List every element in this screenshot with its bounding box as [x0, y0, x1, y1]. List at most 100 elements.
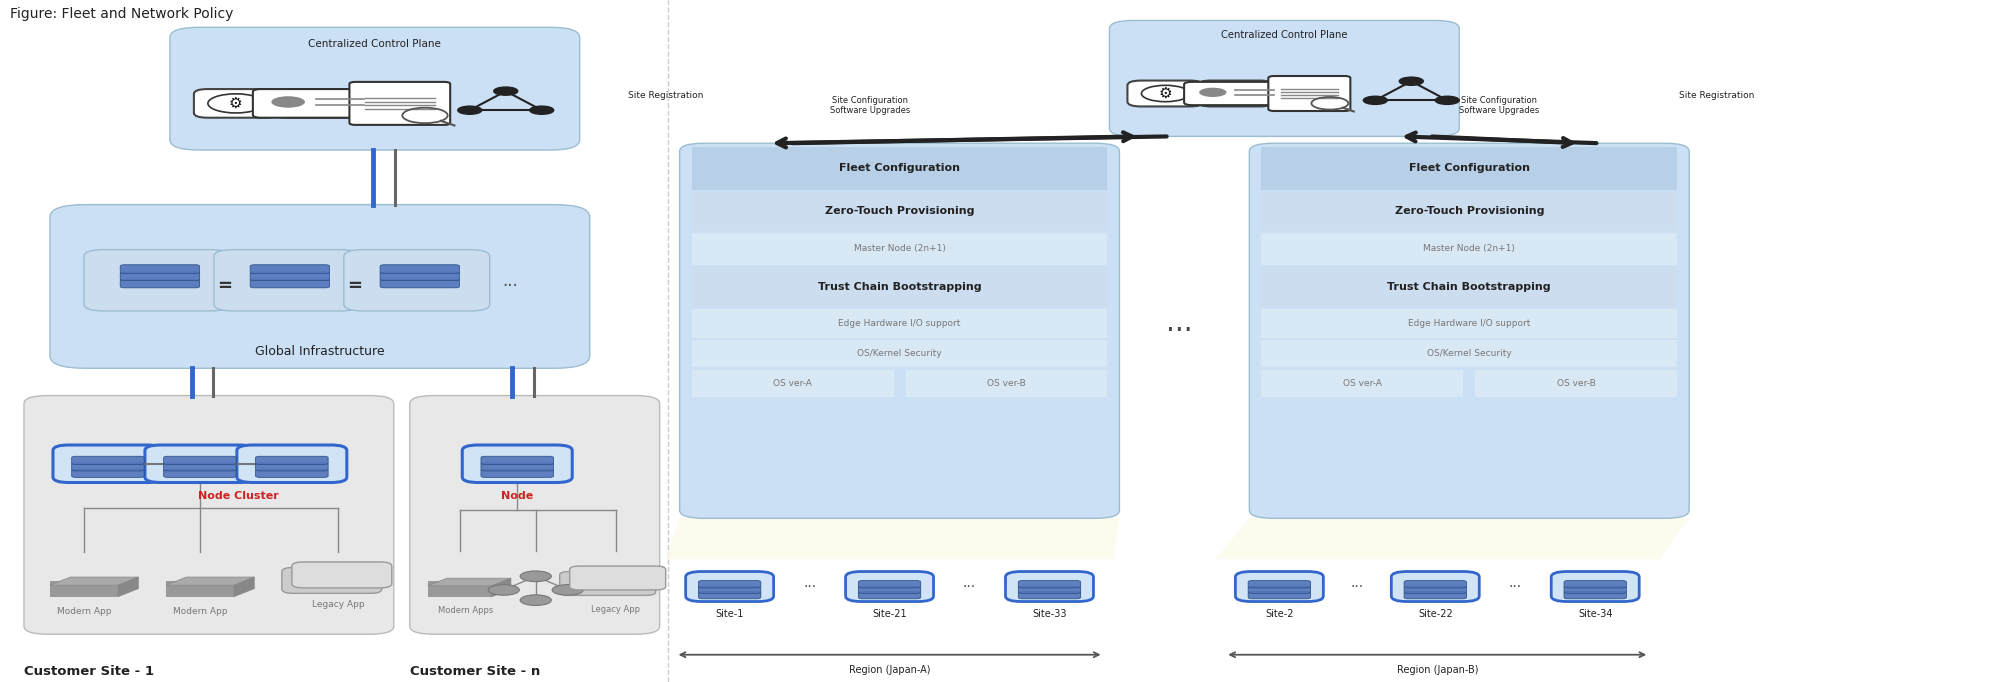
Text: Zero-Touch Provisioning: Zero-Touch Provisioning [1395, 207, 1542, 216]
Text: ···: ··· [1508, 580, 1520, 593]
Text: Customer Site - n: Customer Site - n [410, 665, 539, 679]
FancyBboxPatch shape [120, 272, 200, 281]
FancyBboxPatch shape [1261, 192, 1676, 231]
FancyBboxPatch shape [1109, 20, 1459, 136]
Circle shape [551, 584, 583, 595]
FancyBboxPatch shape [120, 279, 200, 288]
FancyBboxPatch shape [194, 89, 278, 118]
FancyBboxPatch shape [1127, 80, 1203, 106]
FancyBboxPatch shape [214, 250, 360, 311]
Text: Region (Japan-A): Region (Japan-A) [849, 666, 929, 675]
Circle shape [1399, 77, 1423, 85]
Circle shape [519, 595, 551, 606]
FancyBboxPatch shape [1261, 147, 1676, 190]
FancyBboxPatch shape [1562, 580, 1626, 588]
Text: Site-2: Site-2 [1265, 609, 1293, 619]
Text: Region (Japan-B): Region (Japan-B) [1397, 666, 1477, 675]
Text: Modern Apps: Modern Apps [438, 606, 494, 615]
Text: Site Configuration
Software Upgrades: Site Configuration Software Upgrades [829, 96, 909, 115]
Text: Site-22: Site-22 [1417, 609, 1453, 619]
FancyBboxPatch shape [1247, 586, 1311, 593]
FancyBboxPatch shape [1261, 340, 1676, 367]
FancyBboxPatch shape [120, 265, 200, 273]
FancyBboxPatch shape [1249, 143, 1688, 518]
Text: Zero-Touch Provisioning: Zero-Touch Provisioning [825, 207, 973, 216]
FancyBboxPatch shape [50, 580, 118, 597]
FancyBboxPatch shape [685, 572, 773, 602]
FancyBboxPatch shape [164, 456, 236, 464]
Text: =: = [218, 278, 232, 295]
FancyBboxPatch shape [1475, 370, 1676, 397]
FancyBboxPatch shape [857, 580, 921, 588]
FancyBboxPatch shape [1017, 586, 1081, 593]
FancyBboxPatch shape [24, 396, 394, 634]
FancyBboxPatch shape [1261, 267, 1676, 307]
Text: Site-21: Site-21 [871, 609, 907, 619]
Circle shape [519, 571, 551, 582]
Text: OS ver-A: OS ver-A [1343, 379, 1381, 388]
FancyBboxPatch shape [164, 463, 236, 471]
Text: Trust Chain Bootstrapping: Trust Chain Bootstrapping [817, 282, 981, 292]
Text: Site Registration: Site Registration [1678, 91, 1754, 100]
Polygon shape [50, 577, 138, 585]
FancyBboxPatch shape [50, 205, 589, 368]
FancyBboxPatch shape [697, 586, 761, 593]
FancyBboxPatch shape [845, 572, 933, 602]
FancyBboxPatch shape [1005, 572, 1093, 602]
Text: ···: ··· [1165, 316, 1193, 345]
Text: ···: ··· [501, 278, 517, 295]
FancyBboxPatch shape [462, 445, 571, 483]
Text: Trust Chain Bootstrapping: Trust Chain Bootstrapping [1387, 282, 1550, 292]
FancyBboxPatch shape [144, 445, 256, 483]
FancyBboxPatch shape [691, 340, 1107, 367]
FancyBboxPatch shape [380, 272, 460, 281]
FancyBboxPatch shape [250, 279, 330, 288]
Text: Edge Hardware I/O support: Edge Hardware I/O support [1407, 318, 1530, 328]
FancyBboxPatch shape [691, 267, 1107, 307]
Text: OS ver-A: OS ver-A [773, 379, 811, 388]
FancyBboxPatch shape [344, 250, 490, 311]
FancyBboxPatch shape [1550, 572, 1638, 602]
Text: Centralized Control Plane: Centralized Control Plane [308, 40, 442, 49]
FancyBboxPatch shape [72, 456, 144, 464]
FancyBboxPatch shape [1403, 580, 1467, 588]
Text: Centralized Control Plane: Centralized Control Plane [1221, 31, 1347, 40]
FancyBboxPatch shape [428, 582, 492, 597]
FancyBboxPatch shape [250, 265, 330, 273]
Text: Master Node (2n+1): Master Node (2n+1) [853, 244, 945, 254]
Text: Master Node (2n+1): Master Node (2n+1) [1423, 244, 1514, 254]
Circle shape [1435, 96, 1459, 104]
Polygon shape [665, 518, 1119, 559]
FancyBboxPatch shape [697, 580, 761, 588]
FancyBboxPatch shape [1247, 580, 1311, 588]
FancyBboxPatch shape [569, 566, 665, 590]
FancyBboxPatch shape [1403, 586, 1467, 593]
FancyBboxPatch shape [84, 250, 230, 311]
Polygon shape [118, 577, 138, 597]
FancyBboxPatch shape [256, 456, 328, 464]
Text: ⚙: ⚙ [230, 96, 242, 111]
FancyBboxPatch shape [170, 27, 579, 150]
FancyBboxPatch shape [691, 192, 1107, 231]
Text: =: = [348, 278, 362, 295]
Text: Edge Hardware I/O support: Edge Hardware I/O support [837, 318, 961, 328]
FancyBboxPatch shape [292, 562, 392, 588]
Text: OS ver-B: OS ver-B [987, 379, 1025, 388]
FancyBboxPatch shape [857, 591, 921, 599]
Text: ···: ··· [963, 580, 975, 593]
Text: OS/Kernel Security: OS/Kernel Security [1427, 349, 1510, 358]
FancyBboxPatch shape [905, 370, 1107, 397]
FancyBboxPatch shape [1391, 572, 1479, 602]
FancyBboxPatch shape [482, 456, 553, 464]
Polygon shape [1215, 518, 1688, 559]
Text: Legacy App: Legacy App [591, 604, 639, 614]
FancyBboxPatch shape [250, 272, 330, 281]
FancyBboxPatch shape [72, 469, 144, 477]
FancyBboxPatch shape [380, 279, 460, 288]
Text: Fleet Configuration: Fleet Configuration [839, 164, 959, 173]
FancyBboxPatch shape [238, 445, 348, 483]
FancyBboxPatch shape [1562, 586, 1626, 593]
Text: Customer Site - 1: Customer Site - 1 [24, 665, 154, 679]
FancyBboxPatch shape [691, 309, 1107, 338]
Text: Site-1: Site-1 [715, 609, 743, 619]
